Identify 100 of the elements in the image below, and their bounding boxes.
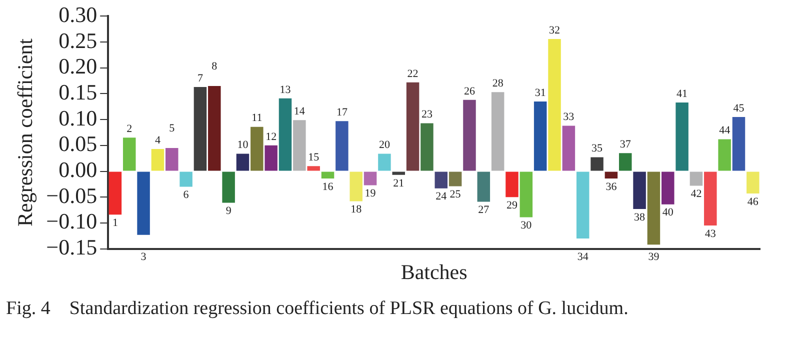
bar [520,172,533,218]
bar [477,172,490,202]
bar [676,102,688,171]
bar [420,123,434,171]
x-tick-label: 40 [662,206,674,219]
x-tick-label: 29 [506,200,518,212]
x-tick-label: 41 [676,88,688,100]
y-tick-label: 0.20 [58,54,98,79]
x-tick-label: 39 [648,251,660,264]
bar [293,120,306,171]
bar [690,172,703,186]
x-tick-label: 9 [226,205,232,218]
bar [718,139,731,171]
bar [264,145,278,171]
bar [590,157,604,171]
x-tick-label: 32 [549,24,560,36]
bar [704,172,717,226]
caption: Fig. 4 Standardization regression coefficients of PLSR equations of G. lucidum. [6,298,630,320]
x-tick-label: 13 [280,84,292,96]
y-tick-label: 0.30 [58,2,98,27]
x-tick-label: 19 [364,188,376,200]
x-tick-label: 12 [266,130,277,143]
x-tick-label: 8 [212,60,218,72]
y-axis-title: Regression coefficient [13,38,38,226]
bar [448,172,462,186]
x-tick-label: 21 [393,177,404,190]
bar [122,138,136,171]
x-tick-label: 28 [492,78,504,90]
y-tick-label: 0.15 [58,80,98,105]
bar [137,172,150,235]
x-axis-title: Batches [400,260,468,284]
x-tick-label: 38 [634,211,646,224]
x-tick-label: 33 [563,111,575,124]
bar [364,172,377,186]
bar [278,98,292,171]
x-tick-label: 23 [421,108,433,121]
x-tick-label: 25 [450,188,462,201]
x-tick-label: 27 [478,204,490,216]
bar [222,172,235,203]
bar [378,154,391,171]
bar [108,172,122,215]
bar [576,172,590,238]
bar [746,172,760,194]
bar [307,166,320,171]
x-tick-label: 31 [534,86,546,99]
x-tick-label: 14 [294,105,306,118]
bar [392,172,405,175]
x-tick-label: 24 [436,190,448,203]
y-tick-label: −0.05 [46,182,98,208]
y-tick-label: −0.10 [46,208,98,234]
x-tick-label: 7 [197,72,204,84]
y-tick-label: 0.05 [58,131,98,156]
y-tick-label: −0.15 [46,234,98,260]
x-tick-label: 11 [252,112,262,124]
x-tick-label: 3 [140,251,147,264]
x-tick-label: 42 [690,188,702,200]
bar [604,172,618,179]
bar [236,154,250,171]
x-tick-label: 18 [350,204,362,216]
x-tick-label: 43 [704,228,716,240]
x-tick-label: 35 [592,142,604,155]
x-tick-label: 1 [112,217,118,230]
bar [548,38,561,171]
x-tick-label: 15 [308,151,320,164]
x-tick-label: 36 [606,180,618,193]
bar [406,82,420,171]
x-tick-label: 4 [154,134,161,146]
bar [194,87,207,171]
x-tick-label: 5 [169,122,176,134]
bar [534,101,547,171]
bar [180,172,192,187]
bar [633,172,646,209]
bar [463,100,476,171]
bar [647,172,660,245]
bar [151,149,164,171]
x-tick-label: 16 [322,180,334,193]
x-tick-label: 44 [719,124,731,137]
x-tick-label: 34 [577,251,589,264]
bar [166,148,178,171]
bar [618,153,632,171]
x-tick-label: 46 [747,196,759,208]
y-tick-label: 0.10 [58,105,98,130]
bar [506,172,518,198]
bar [350,172,362,202]
bar [336,121,348,171]
bar [662,172,674,204]
x-tick-label: 22 [407,68,418,80]
x-tick-label: 20 [378,139,390,152]
bar [562,126,576,171]
x-tick-label: 30 [520,220,532,232]
bar [732,116,746,171]
bar [491,92,504,171]
x-tick-label: 17 [336,106,348,119]
y-tick-label: 0.25 [58,28,98,53]
x-tick-label: 45 [733,102,745,114]
bar [434,172,448,188]
x-tick-label: 37 [620,138,632,151]
y-tick-label: 0.00 [58,157,98,182]
x-tick-label: 10 [237,139,249,152]
bar [321,172,334,179]
